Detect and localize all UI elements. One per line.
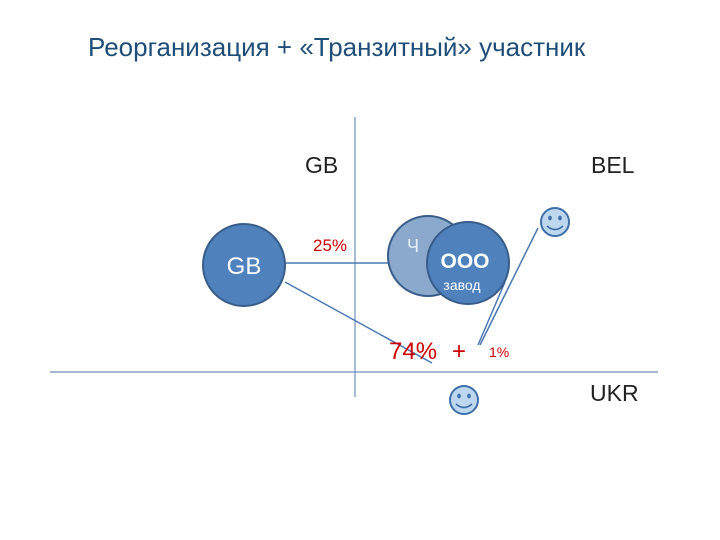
connector-bel-smiley-to-participant: [479, 227, 539, 346]
gb-company-label: GB: [227, 253, 262, 280]
factory-label: завод: [443, 277, 480, 293]
share-main-percent: 74%: [389, 338, 438, 365]
connector-participant-to-ooo: [477, 281, 506, 346]
hidden-entity-label: Ч: [407, 236, 419, 256]
share-gb-percent: 25%: [313, 236, 348, 255]
share-minor-percent: 1%: [489, 344, 510, 360]
ooo-circle: [426, 221, 510, 305]
region-label-ukr: UKR: [590, 380, 639, 406]
region-label-bel: BEL: [591, 152, 635, 178]
gb-company-circle: [202, 223, 286, 307]
region-label-gb: GB: [305, 152, 339, 178]
ooo-label: ООО: [440, 250, 489, 273]
bel-smiley-icon: [540, 207, 570, 237]
connector-gb-to-participant: [284, 281, 433, 364]
plus-sign: +: [452, 338, 467, 365]
ukr-smiley-icon: [449, 385, 479, 415]
slide-title: Реорганизация + «Транзитный» участник: [88, 32, 586, 62]
